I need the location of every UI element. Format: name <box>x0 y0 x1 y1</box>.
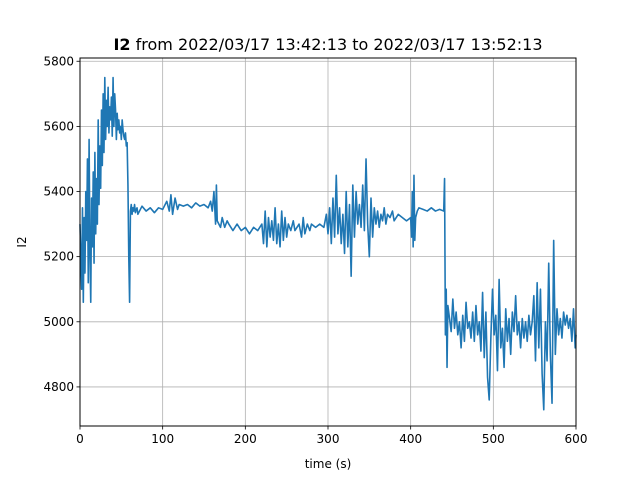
y-tick-label: 5000 <box>43 315 74 329</box>
y-tick-label: 4800 <box>43 380 74 394</box>
y-tick-label: 5200 <box>43 250 74 264</box>
series-layer <box>79 76 577 411</box>
y-axis-ticks: 4800 5000 5200 5400 5600 5800 <box>43 54 80 394</box>
chart-title-rest: from 2022/03/17 13:42:13 to 2022/03/17 1… <box>131 35 543 54</box>
y-tick-label: 5600 <box>43 119 74 133</box>
y-tick-label: 5800 <box>43 54 74 68</box>
x-tick-label: 300 <box>317 432 340 446</box>
x-axis-ticks: 0 100 200 300 400 500 600 <box>76 426 587 446</box>
x-tick-label: 400 <box>399 432 422 446</box>
chart-title-bold: I2 <box>113 35 130 54</box>
x-tick-label: 500 <box>482 432 505 446</box>
x-tick-label: 200 <box>234 432 257 446</box>
grid <box>79 58 577 426</box>
x-axis-label: time (s) <box>305 457 352 471</box>
x-tick-label: 600 <box>565 432 588 446</box>
x-tick-label: 0 <box>76 432 84 446</box>
y-tick-label: 5400 <box>43 185 74 199</box>
series-line-0 <box>79 76 577 411</box>
y-axis-label: I2 <box>15 236 29 247</box>
chart-title: I2 from 2022/03/17 13:42:13 to 2022/03/1… <box>113 35 542 54</box>
x-tick-label: 100 <box>151 432 174 446</box>
